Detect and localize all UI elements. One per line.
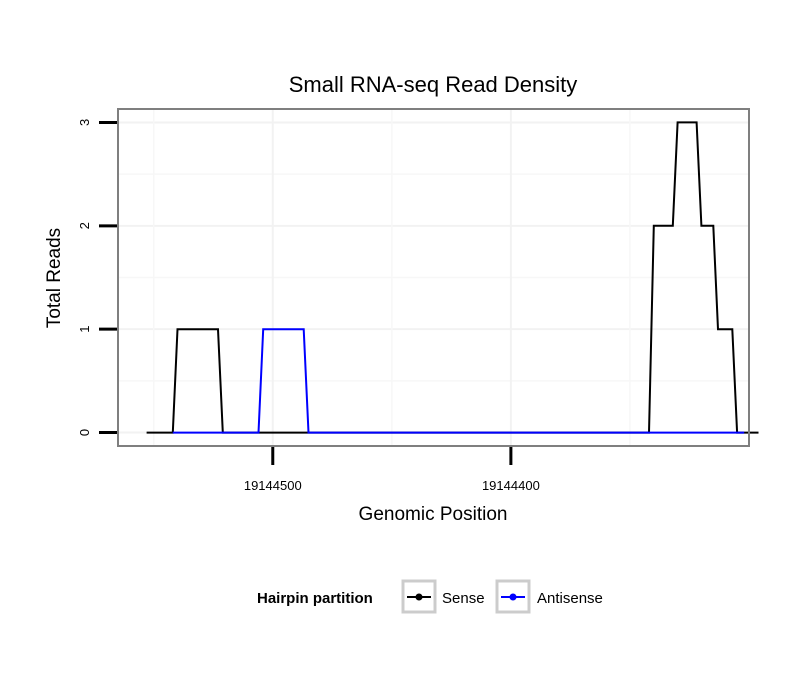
y-tick-label: 1 — [77, 326, 92, 333]
x-tick-label: 19144500 — [244, 478, 302, 493]
series-line-sense — [146, 121, 759, 434]
plot-panel-border — [117, 108, 750, 447]
series-line-antisense — [172, 328, 745, 434]
legend-title: Hairpin partition — [257, 590, 373, 607]
y-tick-label: 0 — [77, 429, 92, 436]
y-tick-label: 3 — [77, 119, 92, 126]
legend-label-sense: Sense — [442, 590, 485, 607]
chart-title: Small RNA-seq Read Density — [289, 72, 578, 97]
x-tick-label: 19144400 — [482, 478, 540, 493]
axis-layer: 0 1 2 3 19144500 19144400 — [77, 119, 540, 493]
legend-label-antisense: Antisense — [537, 590, 603, 607]
legend-item-antisense: Antisense — [495, 579, 603, 614]
grid-layer — [118, 109, 749, 446]
legend-key-sense-dot — [415, 593, 423, 601]
x-axis-label: Genomic Position — [359, 504, 508, 525]
y-axis-label: Total Reads — [44, 228, 65, 328]
legend-item-sense: Sense — [401, 579, 485, 614]
legend: Hairpin partition Sense Antisense — [257, 579, 603, 614]
series-layer — [146, 121, 759, 434]
legend-key-antisense-dot — [509, 593, 517, 601]
y-tick-label: 2 — [77, 222, 92, 229]
